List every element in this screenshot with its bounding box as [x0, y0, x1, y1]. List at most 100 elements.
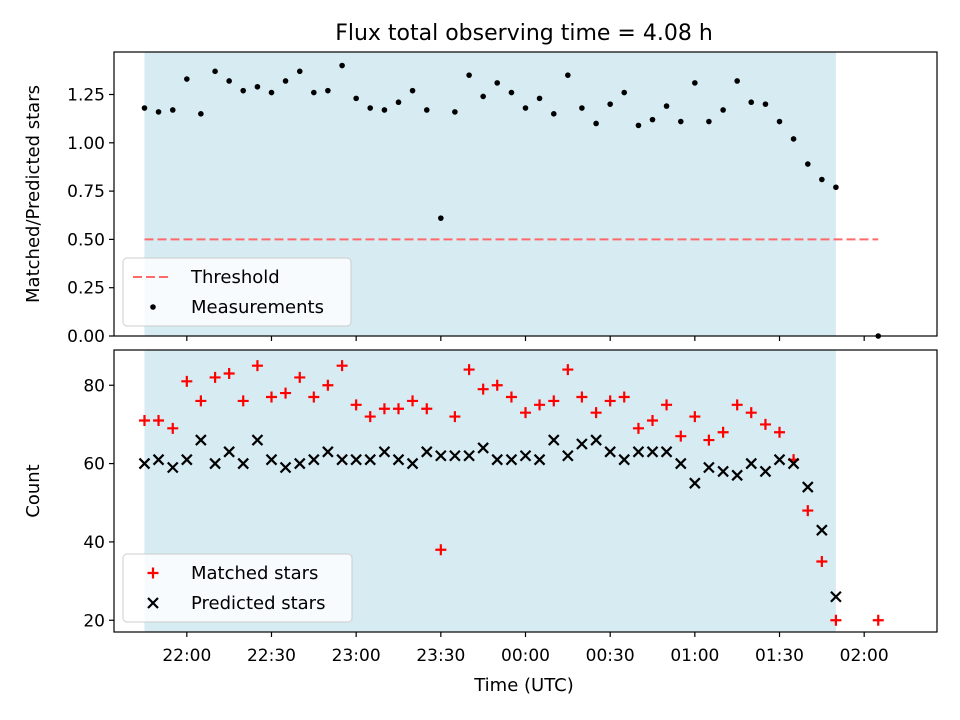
data-point [367, 105, 374, 111]
data-point [311, 89, 317, 96]
data-point [618, 391, 630, 403]
data-point [294, 371, 306, 383]
data-point [790, 136, 797, 142]
x-tick-label: 00:00 [501, 646, 550, 666]
data-point [565, 72, 571, 78]
data-point [237, 457, 249, 470]
data-point [774, 426, 786, 438]
data-point [209, 371, 221, 383]
legend-label: Measurements [191, 297, 324, 318]
legend-label: Matched stars [191, 563, 318, 584]
y-axis-label: Matched/Predicted stars [23, 85, 44, 303]
data-point [392, 453, 405, 466]
data-point [350, 453, 362, 466]
data-point [378, 403, 390, 415]
data-point [632, 422, 644, 434]
data-point [435, 544, 447, 556]
data-point [706, 118, 712, 125]
chart-title: Flux total observing time = 4.08 h [335, 21, 713, 46]
legend: Threshold Measurements [122, 257, 352, 327]
data-point [336, 360, 348, 372]
y-tick-label: 1.25 [67, 86, 105, 106]
data-point [167, 422, 179, 434]
data-point [677, 118, 684, 125]
data-point [421, 403, 433, 415]
data-point [607, 101, 613, 107]
data-point [830, 590, 842, 603]
data-point [745, 457, 758, 470]
data-point [477, 442, 489, 454]
data-point [198, 111, 204, 117]
data-point [322, 446, 334, 458]
legend-swatch [147, 567, 159, 579]
data-point [463, 364, 475, 376]
data-point [759, 418, 771, 430]
data-point [423, 107, 430, 113]
data-point [378, 446, 391, 458]
data-point [296, 68, 303, 75]
data-point [819, 176, 825, 183]
data-point [223, 368, 235, 379]
data-point [576, 391, 588, 403]
data-point [364, 453, 376, 466]
data-point [520, 407, 531, 419]
legend-box [122, 553, 353, 623]
series-matched-stars [138, 360, 884, 626]
data-point [590, 434, 602, 446]
data-point [703, 461, 715, 474]
data-point [153, 415, 165, 426]
data-point [138, 457, 151, 470]
y-tick-label: 0.75 [67, 182, 105, 202]
data-point [675, 457, 687, 470]
data-point [534, 399, 546, 411]
data-point [621, 89, 628, 96]
data-point [759, 465, 772, 478]
data-point [787, 457, 800, 470]
data-point [392, 403, 404, 415]
data-point [308, 391, 320, 403]
data-point [562, 449, 574, 462]
y-axis-label: Count [23, 464, 44, 517]
data-point [181, 453, 193, 466]
data-point [477, 383, 489, 395]
data-point [731, 399, 743, 411]
data-point [265, 391, 277, 403]
data-point [452, 109, 458, 115]
data-point [505, 391, 517, 403]
count-panel: 20 40 60 80 22:00 22:30 23:00 23:30 00:00 00:30 01… [23, 349, 938, 666]
data-point [720, 107, 726, 113]
y-tick-label: 40 [83, 533, 105, 553]
x-tick-label: 22:30 [247, 646, 296, 666]
data-point [265, 453, 278, 466]
data-point [280, 387, 292, 399]
data-point [155, 109, 162, 115]
data-point [466, 72, 472, 78]
data-point [237, 395, 249, 407]
data-point [579, 105, 585, 111]
y-tick-label: 20 [83, 611, 105, 631]
data-point [435, 449, 447, 462]
data-point [463, 449, 475, 462]
data-point [550, 111, 557, 117]
data-point [776, 118, 783, 125]
data-point [731, 469, 743, 482]
y-tick-label: 0.25 [67, 279, 105, 299]
data-point [576, 438, 588, 450]
data-point [661, 399, 673, 411]
data-point [536, 95, 543, 102]
data-point [223, 446, 235, 458]
series-predicted-stars [138, 434, 842, 603]
data-point [675, 430, 687, 442]
data-point [409, 87, 416, 94]
data-point [816, 556, 828, 567]
data-point [279, 461, 292, 474]
legend: Matched stars Predicted stars [122, 553, 353, 623]
data-point [533, 453, 546, 466]
data-point [802, 505, 814, 517]
y-tick-label: 0.00 [67, 327, 105, 347]
data-point [833, 184, 839, 191]
data-point [353, 95, 359, 102]
data-point [251, 360, 263, 372]
x-tick-label: 01:00 [670, 646, 719, 666]
